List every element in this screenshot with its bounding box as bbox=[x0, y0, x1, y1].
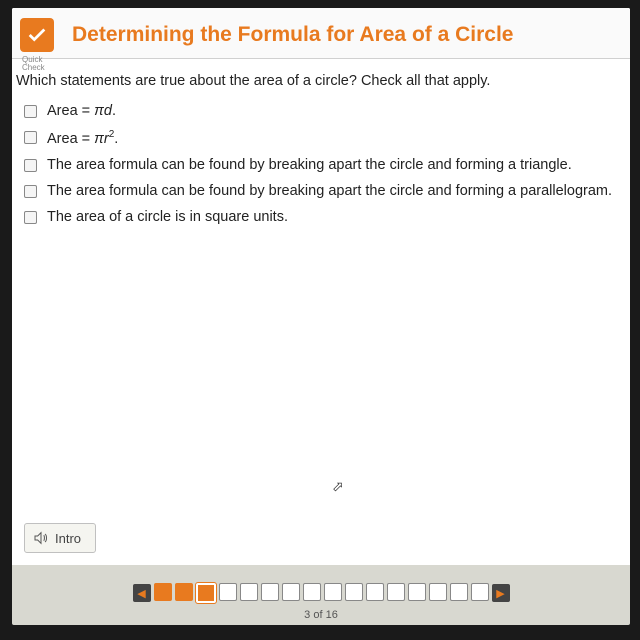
app-window: Determining the Formula for Area of a Ci… bbox=[12, 8, 630, 625]
checkmark-icon bbox=[26, 24, 48, 46]
question-area: Which statements are true about the area… bbox=[12, 59, 630, 243]
next-page-button[interactable]: ▶ bbox=[492, 584, 510, 602]
page-nav-box[interactable] bbox=[345, 583, 363, 601]
page-nav-box[interactable] bbox=[154, 583, 172, 601]
lesson-header: Determining the Formula for Area of a Ci… bbox=[12, 8, 630, 59]
checkbox[interactable] bbox=[24, 185, 37, 198]
option-row: The area of a circle is in square units. bbox=[16, 209, 622, 225]
checkbox[interactable] bbox=[24, 131, 37, 144]
page-nav-box[interactable] bbox=[196, 583, 216, 603]
page-nav-box[interactable] bbox=[366, 583, 384, 601]
content-panel: Determining the Formula for Area of a Ci… bbox=[12, 8, 630, 565]
option-text: Area = πd. bbox=[47, 103, 116, 119]
option-row: Area = πd. bbox=[16, 103, 622, 119]
badge-caption: Quick Check bbox=[22, 56, 45, 72]
page-nav-box[interactable] bbox=[240, 583, 258, 601]
prev-page-button[interactable]: ◀ bbox=[133, 584, 151, 602]
page-nav-box[interactable] bbox=[450, 583, 468, 601]
page-nav-box[interactable] bbox=[387, 583, 405, 601]
page-indicator: 3 of 16 bbox=[12, 609, 630, 621]
option-row: The area formula can be found by breakin… bbox=[16, 157, 622, 173]
page-nav-box[interactable] bbox=[282, 583, 300, 601]
page-nav-box[interactable] bbox=[261, 583, 279, 601]
page-nav-box[interactable] bbox=[429, 583, 447, 601]
option-text: The area of a circle is in square units. bbox=[47, 209, 288, 225]
page-nav-box[interactable] bbox=[219, 583, 237, 601]
lesson-title: Determining the Formula for Area of a Ci… bbox=[72, 23, 513, 47]
speaker-icon bbox=[33, 530, 49, 546]
option-text: The area formula can be found by breakin… bbox=[47, 183, 612, 199]
page-nav-box[interactable] bbox=[408, 583, 426, 601]
option-row: The area formula can be found by breakin… bbox=[16, 183, 622, 199]
intro-button[interactable]: Intro bbox=[24, 523, 96, 553]
cursor-icon: ⬀ bbox=[332, 478, 344, 495]
option-row: Area = πr2. bbox=[16, 129, 622, 147]
option-text: The area formula can be found by breakin… bbox=[47, 157, 572, 173]
checkbox[interactable] bbox=[24, 211, 37, 224]
question-prompt: Which statements are true about the area… bbox=[16, 73, 622, 89]
page-nav-box[interactable] bbox=[303, 583, 321, 601]
checkbox[interactable] bbox=[24, 159, 37, 172]
intro-label: Intro bbox=[55, 531, 81, 546]
page-nav-box[interactable] bbox=[175, 583, 193, 601]
page-nav-box[interactable] bbox=[324, 583, 342, 601]
page-nav-box[interactable] bbox=[471, 583, 489, 601]
page-navigator: ◀ ▶ bbox=[12, 583, 630, 603]
checkbox[interactable] bbox=[24, 105, 37, 118]
option-text: Area = πr2. bbox=[47, 129, 118, 147]
quick-check-badge bbox=[20, 18, 54, 52]
